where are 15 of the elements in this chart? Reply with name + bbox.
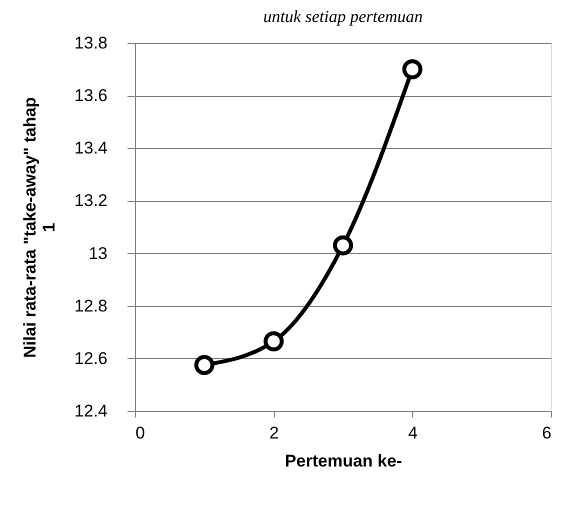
chart-title: untuk setiap pertemuan bbox=[263, 7, 423, 26]
y-axis-title: Nilai rata-rata "take-away" tahap 1 bbox=[20, 97, 58, 358]
x-tick-label: 0 bbox=[136, 424, 145, 442]
y-tick-label: 12.4 bbox=[74, 402, 108, 420]
y-tick-label: 13 bbox=[88, 244, 108, 263]
y-tick-label: 13.8 bbox=[74, 34, 108, 52]
y-tick-label: 12.8 bbox=[74, 296, 108, 316]
y-tick-label: 13.4 bbox=[74, 138, 108, 158]
y-tick-label: 12.6 bbox=[74, 348, 108, 368]
y-tick-label: 13.2 bbox=[74, 191, 108, 210]
x-tick-label: 4 bbox=[408, 424, 418, 442]
x-tick-label: 2 bbox=[269, 424, 279, 442]
x-tick-label: 6 bbox=[542, 424, 552, 442]
x-axis-title: Pertemuan ke- bbox=[284, 452, 402, 470]
y-tick-label: 13.6 bbox=[74, 86, 108, 106]
